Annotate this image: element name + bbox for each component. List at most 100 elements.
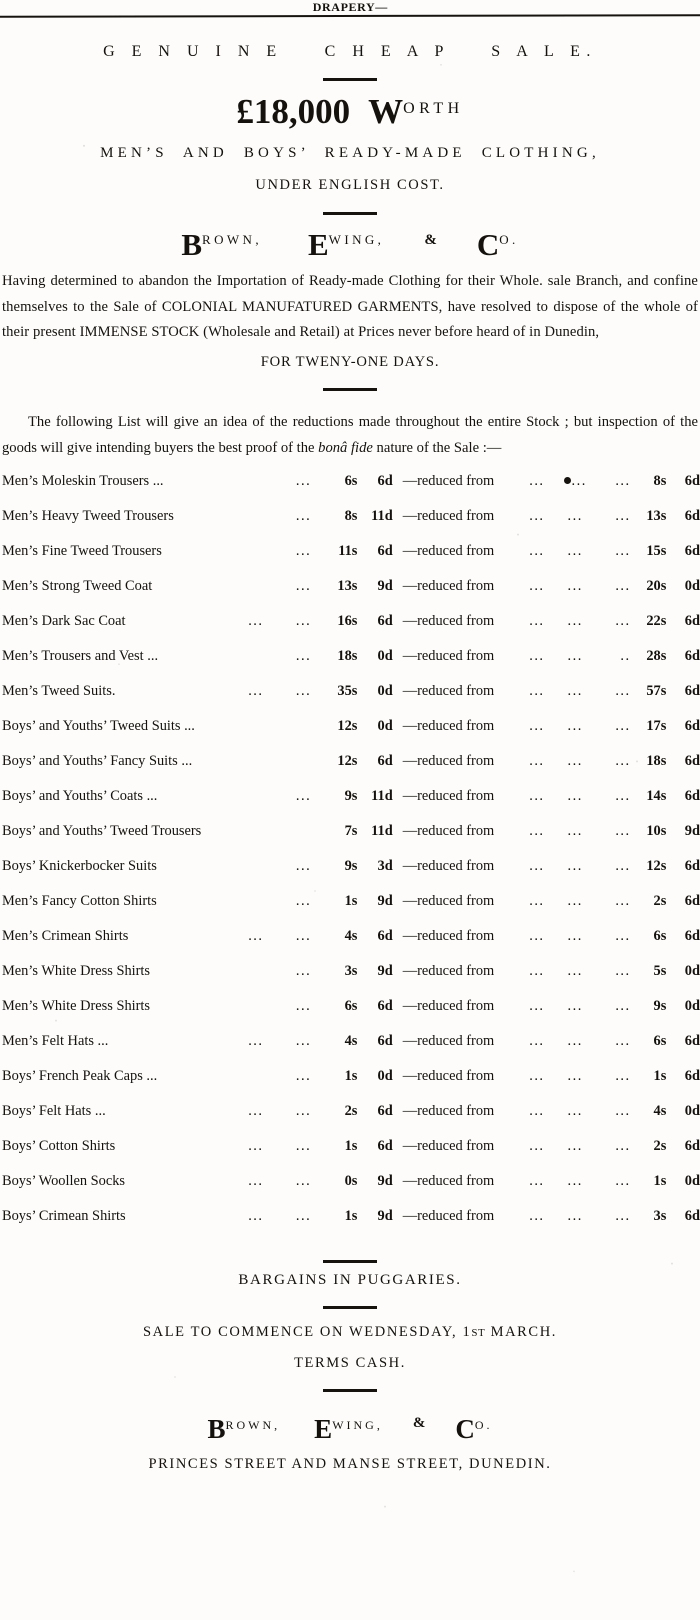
bargains-puggaries-heading: BARGAINS IN PUGGARIES. [238, 1271, 462, 1288]
sale-price-shillings: 9s [344, 787, 358, 804]
leader-dots-3: ... [529, 892, 545, 909]
price-list-row: Boys’ and Youths’ Fancy Suits ... 12s 6d —r… [0, 753, 700, 788]
reduced-from-label: —reduced from [402, 822, 495, 839]
sale-price-pence: 11d [371, 787, 393, 804]
price-list-row: Men’s Fine Tweed Trousers... 11s 6d —reduce… [0, 543, 700, 578]
sale-price-shillings: 6s [344, 472, 358, 489]
original-price-shillings: 4s [653, 1102, 667, 1119]
divider-rule-5 [323, 1305, 377, 1309]
firm-ewing-cap: E [307, 227, 329, 262]
reduced-from-label: —reduced from [402, 962, 495, 979]
original-price-shillings: 6s [653, 1032, 667, 1049]
price-list-row: Boys’ French Peak Caps ...... 1s 0d —reduce… [0, 1068, 700, 1103]
original-price-pence: 6d [684, 927, 700, 944]
price-list-row: Men’s Strong Tweed Coat... 13s 9d —reduced … [0, 578, 700, 613]
item-name: Men’s Crimean Shirts [2, 927, 129, 944]
original-price-shillings: 17s [646, 717, 667, 734]
leader-dots-2: ... [295, 997, 312, 1014]
leader-dots-5: ... [615, 997, 631, 1014]
leader-dots-3: ... [529, 1172, 545, 1189]
reduced-from-label: —reduced from [402, 857, 495, 874]
leader-dots-4: ... [567, 612, 583, 629]
leader-dots-5: ... [615, 507, 631, 524]
running-head-tail: — [375, 0, 388, 14]
leader-dots-2: ... [295, 857, 312, 874]
sale-price-pence: 0d [377, 1067, 393, 1084]
leader-dots-2: ... [295, 542, 312, 559]
leader-dots-4: ... [567, 752, 583, 769]
sale-price-shillings: 1s [344, 1067, 358, 1084]
leader-dots-1 [229, 823, 283, 858]
leader-dots-4: ... [567, 1032, 583, 1049]
price-list-row: Men’s Trousers and Vest ...... 18s 0d —redu… [0, 648, 700, 683]
leader-dots-4: ... [567, 1102, 583, 1119]
firm-footer-ewing-cap: E [314, 1413, 333, 1444]
original-price-shillings: 20s [646, 577, 667, 594]
leader-dots-3: ... [529, 927, 545, 944]
headline-worth-cap: W [368, 92, 404, 131]
original-price-pence: 6d [684, 682, 700, 699]
leader-dots-4: ... [567, 962, 583, 979]
item-name: Boys’ Felt Hats ... [2, 1102, 106, 1119]
item-name: Boys’ Cotton Shirts [2, 1137, 116, 1154]
leader-dots-4: ... [567, 892, 583, 909]
firm-ewing-rest: WING, [328, 232, 385, 247]
price-list-row: Boys’ Felt Hats ......... 2s 6d —reduced fr… [0, 1103, 700, 1138]
leader-dots-4: ... [567, 1172, 583, 1189]
item-name: Boys’ French Peak Caps ... [2, 1067, 158, 1084]
leader-dots-5: ... [615, 472, 631, 489]
headline-worth-amount: £18,000 WORTH [0, 94, 700, 129]
sale-price-pence: 0d [377, 647, 393, 664]
leader-dots-2: ... [295, 1032, 312, 1049]
sale-price-shillings: 12s [337, 752, 358, 769]
firm-brown: BROWN, [181, 229, 262, 260]
divider-rule-6 [323, 1388, 377, 1392]
sale-price-shillings: 6s [344, 997, 358, 1014]
reduced-from-label: —reduced from [402, 1137, 495, 1154]
item-name: Boys’ Crimean Shirts [2, 1207, 126, 1224]
sale-price-shillings: 18s [337, 647, 358, 664]
headline-genuine-cheap-sale: G E N U I N E C H E A P S A L E. [103, 43, 597, 60]
sale-price-pence: 9d [377, 1207, 393, 1224]
reduced-from-label: —reduced from [402, 682, 495, 699]
leader-dots-2: ... [295, 1102, 312, 1119]
sale-price-shillings: 1s [344, 892, 358, 909]
reduced-from-label: —reduced from [402, 1172, 495, 1189]
leader-dots-3: ... [529, 962, 545, 979]
headline-amount: £18,000 [236, 92, 351, 131]
leader-dots-3: ... [529, 647, 545, 664]
price-list-row: Men’s Heavy Tweed Trousers... 8s 11d —reduc… [0, 508, 700, 543]
original-price-shillings: 9s [653, 997, 667, 1014]
leader-dots-3: ... [529, 787, 545, 804]
price-list-row: Men’s Moleskin Trousers ...... 6s 6d —reduc… [0, 473, 700, 508]
reduced-from-label: —reduced from [402, 927, 495, 944]
original-price-shillings: 6s [653, 927, 667, 944]
price-list-row: Men’s Crimean Shirts...... 4s 6d —reduced f… [0, 928, 700, 963]
original-price-pence: 6d [684, 542, 700, 559]
sale-price-pence: 6d [377, 542, 393, 559]
headline-worth-rest: ORTH [403, 100, 464, 117]
sale-price-pence: 6d [377, 1137, 393, 1154]
reduced-from-label: —reduced from [402, 647, 495, 664]
intro-bona-fide: bonâ fide [318, 439, 373, 456]
leader-dots-4: ... [567, 927, 583, 944]
leader-dots-4: ... [567, 997, 583, 1014]
firm-footer-co-cap: C [455, 1413, 475, 1444]
firm-co-rest: O. [499, 232, 519, 247]
firm-co-cap: C [476, 227, 500, 262]
leader-dots-3: ... [529, 857, 545, 874]
divider-rule-1 [323, 78, 377, 81]
intro-paragraph: The following List will give an idea of … [2, 409, 698, 461]
reduced-from-label: —reduced from [402, 752, 495, 769]
sale-price-shillings: 3s [344, 962, 358, 979]
sale-price-shillings: 4s [344, 1032, 358, 1049]
sale-price-pence: 3d [377, 857, 393, 874]
original-price-shillings: 3s [653, 1207, 667, 1224]
sale-price-shillings: 0s [344, 1172, 358, 1189]
leader-dots-3: ... [529, 1032, 545, 1049]
reduced-from-label: —reduced from [402, 1207, 495, 1224]
leader-dots-3: ... [529, 577, 545, 594]
leader-dots-2: ... [295, 472, 312, 489]
original-price-shillings: 1s [653, 1172, 667, 1189]
firm-footer-brown: BROWN, [207, 1415, 280, 1442]
